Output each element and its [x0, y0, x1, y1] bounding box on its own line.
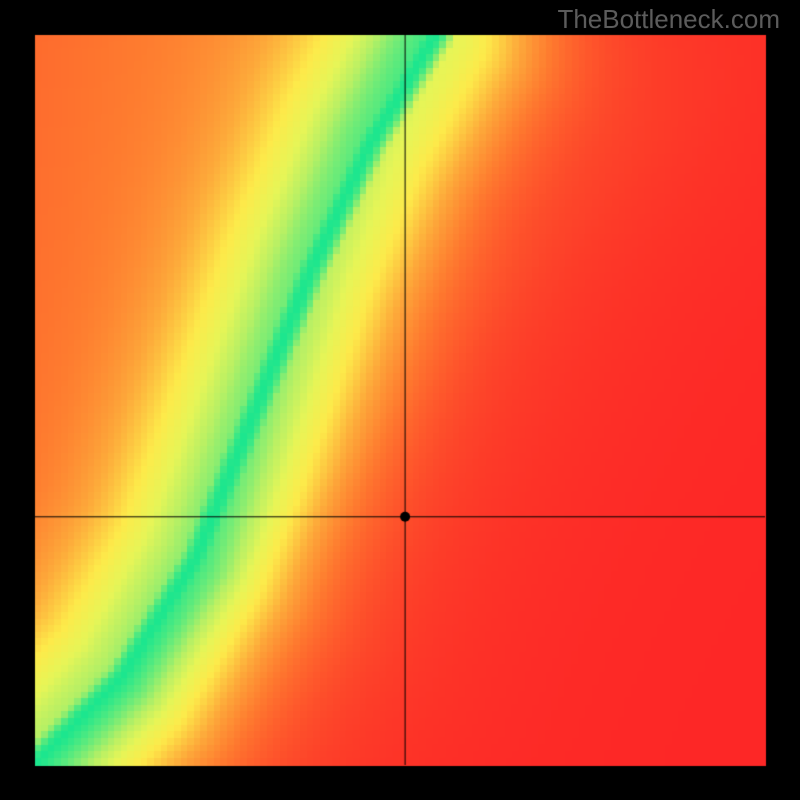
bottleneck-heatmap [0, 0, 800, 800]
chart-container: TheBottleneck.com [0, 0, 800, 800]
